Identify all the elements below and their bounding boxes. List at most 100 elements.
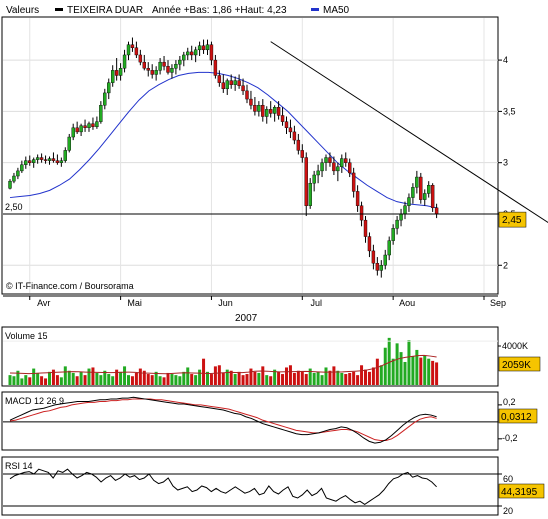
candle-body [359,205,364,221]
volume-bar [419,357,423,385]
volume-bar [237,371,241,385]
volume-bar [253,371,257,385]
volume-bar [182,371,186,385]
header-label: Valeurs [6,5,39,16]
candle-body [178,59,182,65]
volume-bar [142,370,146,385]
volume-bar [24,375,28,385]
candle-body [292,131,297,141]
volume-bar [288,365,292,385]
volume-bar [146,374,150,385]
candle-body [55,160,60,163]
candle-body [269,109,273,114]
rsi-lines [3,468,502,507]
candle-body [75,127,79,133]
candle-body [304,157,308,206]
volume-bar [170,374,174,385]
volume-bar [367,371,371,385]
price-x-tick-label: Avr [37,298,50,308]
price-x-tick-label: Aou [399,298,415,308]
price-y-tick-label: 4 [503,55,508,65]
volume-bar [241,375,245,385]
price-y-tick-label: 2 [503,260,508,270]
volume-bar [91,367,95,385]
volume-bar [190,374,194,385]
candle-body [95,121,99,127]
volume-bar [336,370,340,385]
volume-bar [348,372,352,385]
candle-body [419,176,423,200]
candle-body [154,70,158,75]
volume-bar [123,366,127,385]
volume-title: Volume 15 [5,331,48,341]
candle-body [213,59,218,76]
candle-body [391,228,395,241]
volume-bar [174,375,178,385]
candle-body [162,61,166,67]
trendline-group [270,41,548,224]
volume-bar [8,375,12,385]
volume-bar [16,370,20,385]
price-x-tick-label: Jul [311,298,323,308]
candle-body [35,157,40,160]
volume-bar [308,368,312,385]
volume-bar [324,367,328,385]
volume-bar [332,366,336,385]
reference-line-label: 2,50 [5,202,23,212]
volume-bar [55,375,59,385]
volume-bar [51,369,55,385]
volume-bar [162,377,166,385]
volume-bar [95,372,99,385]
candle-body [340,158,344,167]
volume-bar [249,368,253,385]
volume-bar [44,378,48,385]
volume-bar [198,369,202,385]
candle-body [427,185,431,194]
candle-body [146,68,150,71]
volume-bar [427,358,431,385]
candle-body [205,44,210,51]
volume-bar [300,371,304,385]
price-x-tick-label: Sep [490,298,506,308]
candle-body [316,170,320,176]
volume-bar [59,377,63,385]
candle-body [351,172,356,192]
volume-bar [265,375,269,385]
candle-body [336,166,340,172]
volume-bar [320,375,324,385]
year-label: 2007 [235,313,258,324]
volume-bar [296,370,300,385]
candle-body [296,139,301,151]
candle-body [47,158,52,161]
rsi-line [9,468,437,506]
candle-body [126,44,131,56]
volume-bar [340,372,344,385]
price-x-tick-label: Jun [218,298,233,308]
candle-body [344,158,348,163]
volume-bar [40,376,44,385]
volume-bar [261,366,265,385]
candle-body [130,44,135,48]
candle-body [411,187,415,198]
candle-body [32,159,36,163]
candle-body [134,47,139,56]
volume-bar [209,374,213,385]
candle-body [221,82,226,90]
volume-bar [225,369,229,385]
macd-value: 0,0312 [501,412,532,423]
volume-bar [213,366,217,385]
candle-body [403,205,407,215]
volume-bar [403,361,407,385]
volume-bar [383,347,387,385]
volume-ma-line [9,354,437,375]
macd-tick-bottom: -0,2 [502,433,518,443]
price-x-axis: AvrMaiJunJulAouSepOct [29,296,506,308]
volume-bar [107,374,111,385]
candle-body [237,80,241,86]
volume-bar [63,366,67,385]
volume-bar [277,371,281,385]
candle-body [308,182,312,206]
volume-bar [111,376,115,385]
candle-body [51,158,56,161]
candle-body [332,162,336,172]
